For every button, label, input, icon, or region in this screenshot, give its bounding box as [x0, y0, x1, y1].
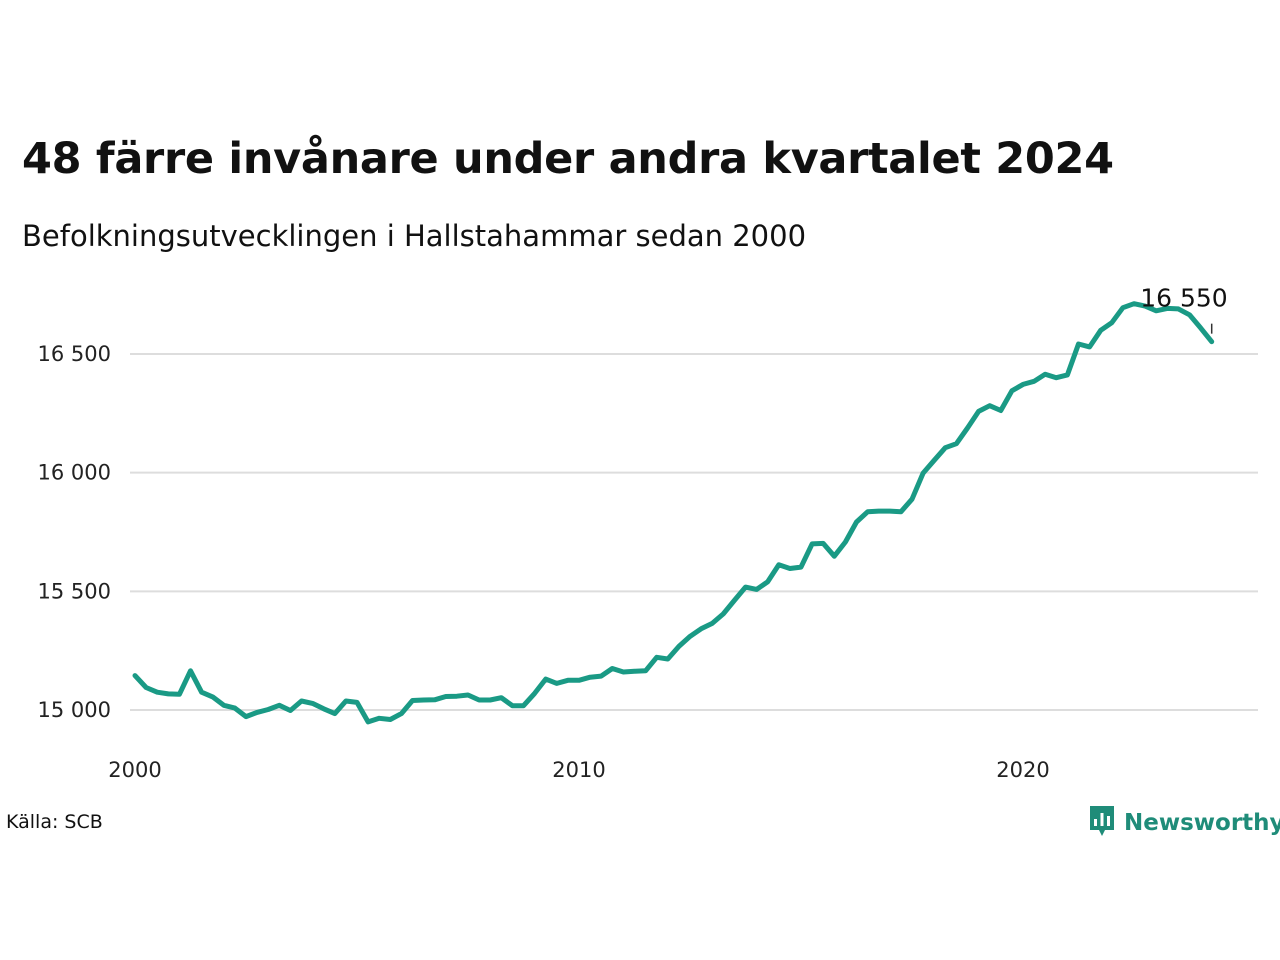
y-tick-label: 16 000 [38, 461, 111, 485]
y-axis-tick-labels: 15 000 15 500 16 000 16 500 [38, 342, 111, 722]
brand-name: Newsworthy [1124, 810, 1280, 836]
y-tick-label: 16 500 [38, 342, 111, 366]
series-line [132, 301, 1215, 725]
x-tick-label: 2020 [996, 758, 1049, 782]
series-lines [132, 301, 1215, 725]
chart-subtitle: Befolkningsutvecklingen i Hallstahammar … [22, 219, 807, 253]
x-tick-label: 2000 [108, 758, 161, 782]
end-annotation: 16 550 [1140, 284, 1228, 334]
x-tick-label: 2010 [552, 758, 605, 782]
chart-title: 48 färre invånare under andra kvartalet … [22, 134, 1114, 184]
source-note: Källa: SCB [6, 811, 103, 833]
gridlines [130, 353, 1258, 711]
y-tick-label: 15 500 [38, 579, 111, 603]
x-axis-tick-labels: 2000 2010 2020 [108, 758, 1049, 782]
y-tick-label: 15 000 [38, 698, 111, 722]
end-value-label: 16 550 [1140, 284, 1227, 313]
newsworthy-logo-icon [1088, 804, 1116, 842]
brand-logo: Newsworthy [1088, 804, 1280, 842]
